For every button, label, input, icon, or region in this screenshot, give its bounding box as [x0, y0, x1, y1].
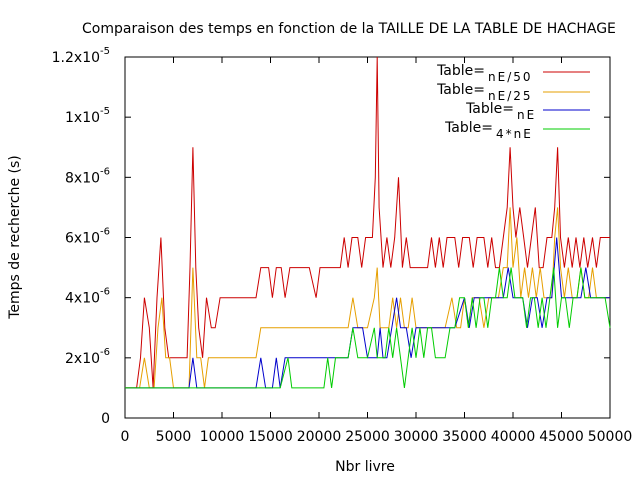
x-tick-label: 35000 [442, 429, 487, 445]
x-tick-label: 5000 [156, 429, 192, 445]
chart-title: Comparaison des temps en fonction de la … [82, 21, 616, 37]
x-tick-label: 15000 [248, 429, 293, 445]
legend-label-4: Table= [444, 120, 493, 136]
legend-label-subscript-3: nE [517, 108, 536, 122]
y-tick-label: 1.2x10-5 [52, 46, 110, 66]
series-line-1 [125, 56, 610, 389]
legend-label-subscript-1: nE/50 [488, 70, 533, 84]
legend-label-subscript-4: 4*nE [496, 127, 533, 141]
series-line-4 [125, 267, 611, 389]
x-axis-label: Nbr livre [335, 459, 395, 475]
x-tick-label: 0 [121, 429, 130, 445]
y-tick-label: 0 [101, 411, 110, 427]
y-tick-label: 2x10-6 [65, 347, 110, 367]
y-tick-label: 4x10-6 [65, 287, 110, 307]
y-tick-label: 8x10-6 [65, 166, 110, 186]
x-tick-label: 20000 [297, 429, 342, 445]
x-tick-label: 45000 [539, 429, 584, 445]
x-tick-label: 50000 [588, 429, 633, 445]
legend-label-3: Table= [465, 101, 514, 117]
y-tick-label: 1x10-5 [65, 106, 110, 126]
y-tick-label: 6x10-6 [65, 227, 110, 247]
x-tick-label: 40000 [491, 429, 536, 445]
legend-label-2: Table= [436, 82, 485, 98]
x-tick-label: 30000 [394, 429, 439, 445]
x-tick-label: 10000 [200, 429, 245, 445]
legend-label-subscript-2: nE/25 [488, 89, 533, 103]
y-axis-label: Temps de recherche (s) [7, 155, 23, 320]
legend-label-1: Table= [436, 63, 485, 79]
x-tick-label: 25000 [345, 429, 390, 445]
